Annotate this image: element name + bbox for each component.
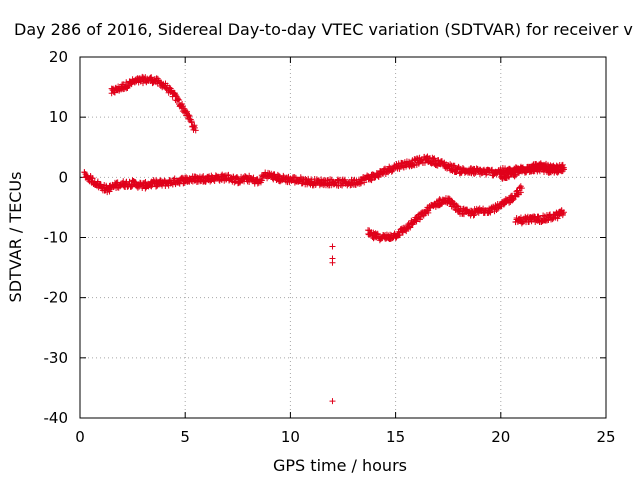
x-axis-label: GPS time / hours [273,456,407,475]
x-tick-label: 5 [180,428,190,446]
y-axis-label: SDTVAR / TECUs [6,172,25,303]
data-point [559,167,566,174]
data-point [192,127,199,134]
data-point [181,179,188,186]
data-point [361,179,368,186]
data-point [453,168,460,175]
data-point [423,154,430,161]
data-point [517,214,524,221]
data-point [374,230,381,237]
y-tick-label: 0 [58,168,68,186]
data-point [329,259,336,266]
data-point [188,118,195,125]
data-point [421,159,428,166]
series-upper-arc [108,73,199,134]
data-point [184,108,191,115]
y-tick-label: -40 [44,409,69,427]
data-point [141,180,148,187]
data-point [489,166,496,173]
data-series [81,73,567,405]
data-point [406,223,413,230]
data-point [235,179,242,186]
data-point [139,80,146,87]
series-isolated-outliers [329,243,336,405]
data-point [114,179,121,186]
data-point [389,167,396,174]
data-point [291,174,298,181]
data-point [459,210,466,217]
data-point [176,96,183,103]
data-point [148,74,155,81]
data-point [517,189,524,196]
data-point [554,169,561,176]
chart-title: Day 286 of 2016, Sidereal Day-to-day VTE… [14,20,633,39]
y-tick-label: 20 [49,48,68,66]
data-point [487,209,494,216]
data-point [518,185,525,192]
data-point [435,157,442,164]
data-point [511,171,518,178]
series-descending-rising-arc [365,183,525,244]
y-tick-label: 10 [49,108,68,126]
x-tick-label: 15 [386,428,405,446]
y-tick-label: -10 [44,229,69,247]
data-point [560,209,567,216]
data-point [425,209,432,216]
x-tick-label: 10 [281,428,300,446]
data-point [172,92,179,99]
x-tick-label: 20 [491,428,510,446]
data-point [436,196,443,203]
y-tick-label: -20 [44,289,69,307]
x-tick-label: 0 [75,428,85,446]
data-point [402,227,409,234]
series-secondary-band-20-23-h [497,162,567,182]
data-point [329,398,336,405]
data-point [448,166,455,173]
data-point [431,155,438,162]
data-point [471,211,478,218]
data-point [506,199,513,206]
data-point [89,175,96,182]
data-point [175,96,182,103]
x-tick-label: 25 [596,428,615,446]
data-point [106,188,113,195]
axis-ticks: 0 5 10 15 20 25 -40 -30 -20 -10 0 10 20 [44,48,616,446]
data-point [259,177,266,184]
data-point [538,162,545,169]
series-late-short-arc [512,207,567,227]
data-point [329,243,336,250]
data-point [341,176,348,183]
data-point [447,161,454,168]
data-point [560,166,567,173]
series-main-near-zero-band [81,153,567,196]
data-point [224,172,231,179]
y-tick-label: -30 [44,349,69,367]
data-point [271,171,278,178]
